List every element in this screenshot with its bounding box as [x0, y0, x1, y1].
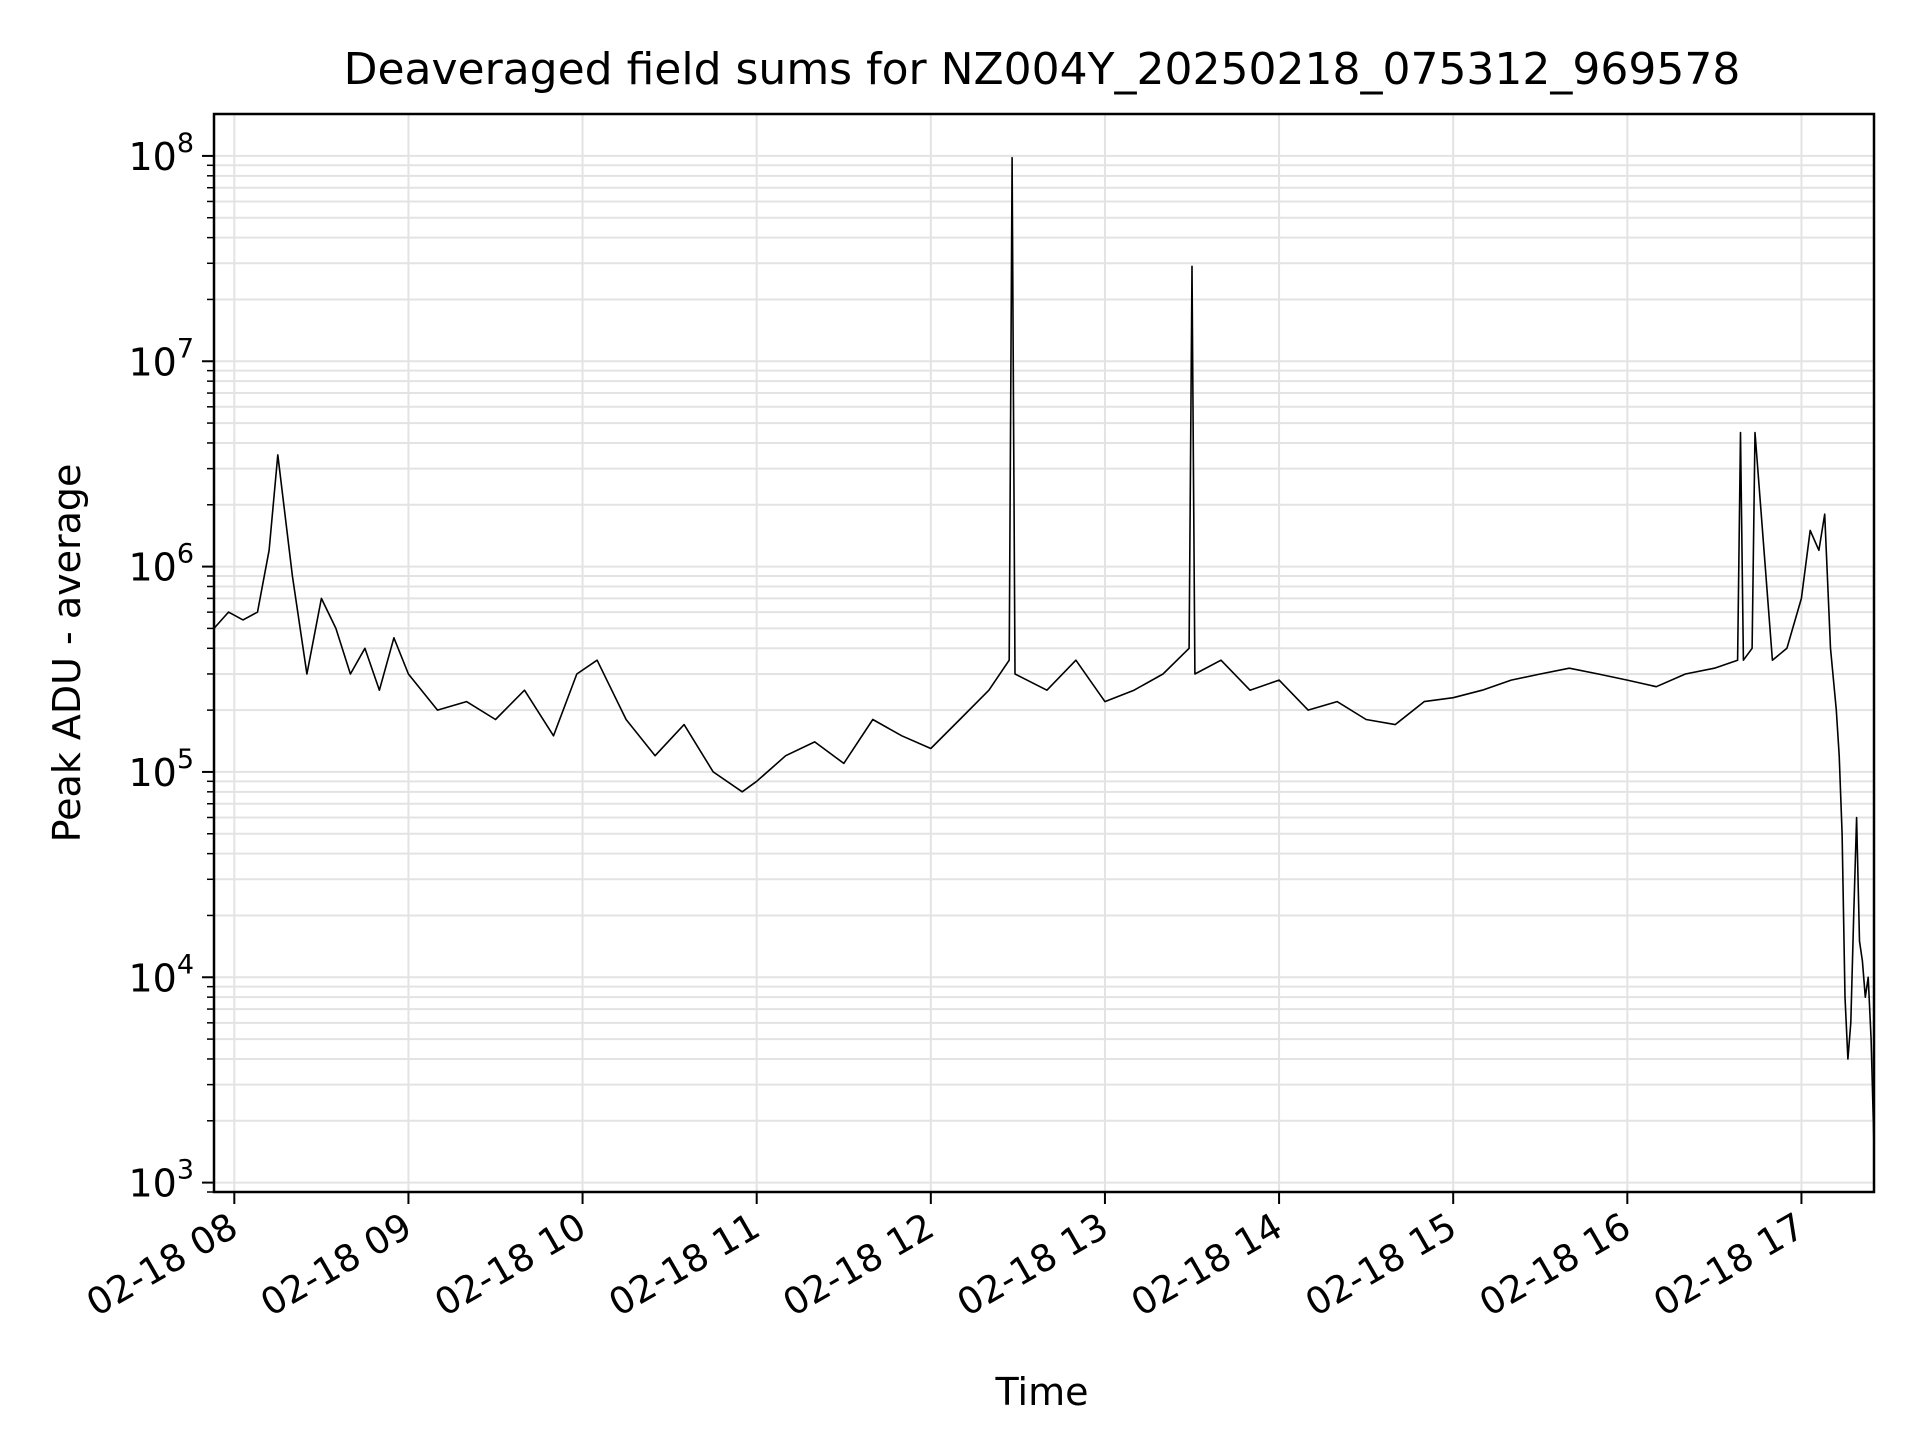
- grid: [214, 114, 1874, 1193]
- plot-frame: [212, 112, 1876, 1194]
- y-axis-label: Peak ADU - average: [45, 464, 89, 843]
- series-line: [213, 156, 1875, 1147]
- chart-title: Deaveraged field sums for NZ004Y_2025021…: [344, 44, 1741, 95]
- series-line-layer: [213, 156, 1875, 1147]
- y-tick-label: 104: [128, 949, 194, 1000]
- y-tick-label: 108: [128, 128, 194, 179]
- y-tick-label: 107: [128, 333, 194, 384]
- y-tick-label: 106: [128, 539, 194, 590]
- y-tick-label: 105: [128, 744, 194, 795]
- y-axis: 103 104 105 106 107 108: [128, 128, 214, 1206]
- x-axis-label: Time: [995, 1370, 1089, 1414]
- y-tick-label: 103: [128, 1155, 194, 1206]
